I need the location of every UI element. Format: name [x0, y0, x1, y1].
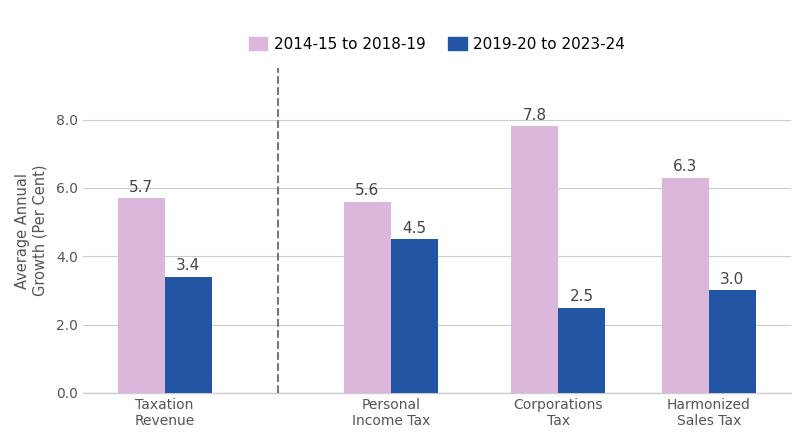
Bar: [391, 239, 438, 393]
Text: 6.3: 6.3: [673, 159, 698, 174]
Bar: [559, 307, 605, 393]
Bar: [662, 178, 709, 393]
Y-axis label: Average Annual
Growth (Per Cent): Average Annual Growth (Per Cent): [15, 165, 48, 296]
Bar: [164, 277, 211, 393]
Legend: 2014-15 to 2018-19, 2019-20 to 2023-24: 2014-15 to 2018-19, 2019-20 to 2023-24: [243, 31, 630, 58]
Text: 3.0: 3.0: [721, 272, 745, 287]
Text: 4.5: 4.5: [402, 221, 426, 236]
Text: 7.8: 7.8: [523, 108, 546, 123]
Bar: [709, 291, 756, 393]
Text: 5.6: 5.6: [355, 183, 380, 198]
Text: 5.7: 5.7: [129, 180, 153, 195]
Bar: [344, 202, 391, 393]
Text: 2.5: 2.5: [570, 289, 594, 304]
Bar: [118, 198, 164, 393]
Bar: [511, 127, 559, 393]
Text: 3.4: 3.4: [176, 258, 200, 273]
